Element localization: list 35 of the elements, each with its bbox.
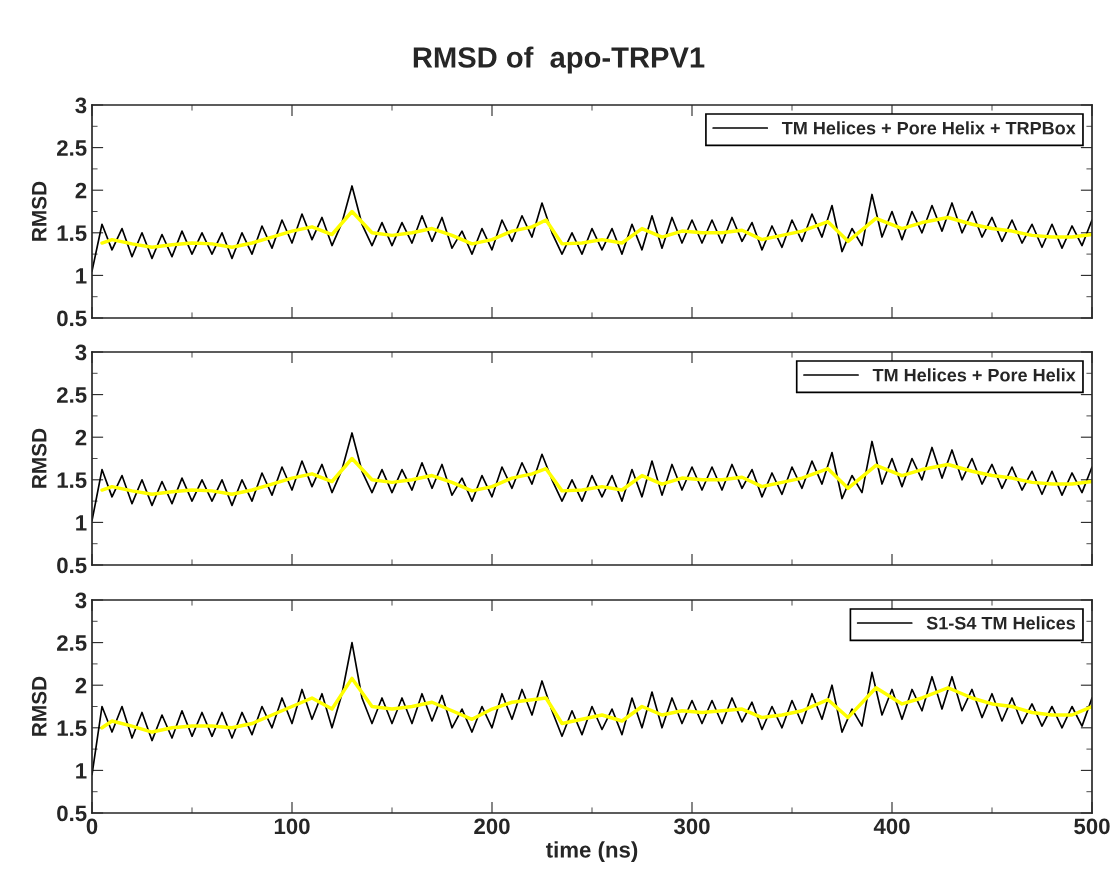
- y-tick-label: 3: [75, 344, 87, 361]
- y-tick-label: 0.5: [57, 805, 87, 822]
- y-tick-label: 1: [76, 515, 87, 531]
- x-tick-label: 100: [274, 818, 310, 835]
- y-tick-label: 0.5: [57, 557, 87, 574]
- line-series: [100, 456, 1092, 497]
- y-tick-label: 0.5: [57, 310, 87, 327]
- y-tick-label: 1.5: [57, 472, 87, 489]
- x-axis-title: time (ns): [545, 841, 638, 863]
- y-tick-label: 3: [75, 592, 87, 609]
- y-axis-title: RMSD: [31, 676, 47, 736]
- y-tick-label: 1: [76, 268, 87, 284]
- x-tick-label: 300: [673, 818, 710, 835]
- y-tick-label: 1.5: [57, 225, 87, 242]
- y-tick-label: 2: [75, 182, 87, 199]
- legend-label: TM Helices + Pore Helix + TRPBox: [781, 121, 1076, 135]
- x-tick-label: 200: [474, 818, 510, 835]
- legend-label: S1-S4 TM Helices: [926, 616, 1076, 630]
- line-series: [100, 209, 1092, 250]
- x-tick-label: 0: [86, 818, 98, 835]
- line-series: [100, 676, 1092, 734]
- chart-title: RMSD of apo-TRPV1: [413, 46, 705, 74]
- y-tick-label: 1: [76, 763, 87, 779]
- y-tick-label: 3: [75, 97, 87, 114]
- y-tick-label: 2.5: [57, 387, 87, 403]
- y-axis-title: RMSD: [31, 428, 47, 488]
- legend-label: TM Helices + Pore Helix: [872, 368, 1076, 382]
- y-tick-label: 2.5: [57, 635, 87, 651]
- y-axis-title: RMSD: [31, 181, 47, 241]
- x-tick-label: 500: [1074, 818, 1110, 835]
- y-tick-label: 2: [75, 429, 87, 446]
- x-tick-label: 400: [873, 818, 910, 835]
- y-tick-label: 2: [75, 677, 87, 694]
- y-tick-label: 2.5: [57, 140, 87, 156]
- y-tick-label: 1.5: [57, 720, 87, 737]
